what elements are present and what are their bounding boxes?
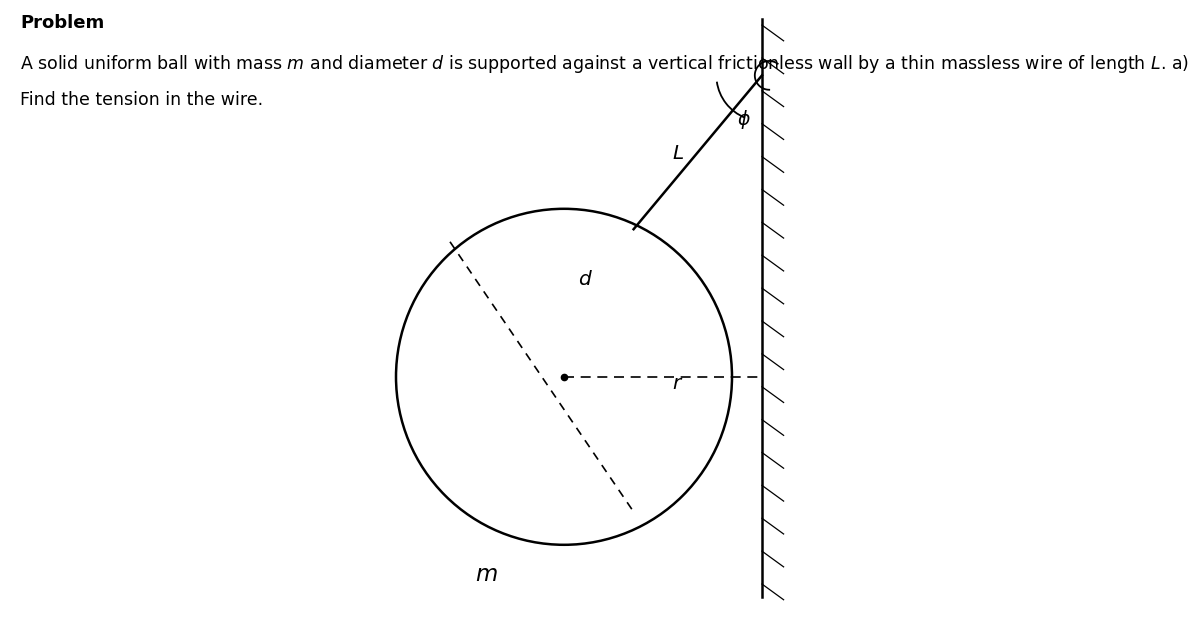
Text: A solid uniform ball with mass $m$ and diameter $d$ is supported against a verti: A solid uniform ball with mass $m$ and d… — [20, 53, 1189, 75]
Text: $m$: $m$ — [475, 563, 497, 586]
Text: $\phi$: $\phi$ — [737, 108, 751, 131]
Text: Problem: Problem — [20, 14, 104, 32]
Text: $d$: $d$ — [578, 270, 593, 289]
Text: $L$: $L$ — [672, 144, 684, 163]
Text: Find the tension in the wire.: Find the tension in the wire. — [20, 91, 264, 109]
Text: $r$: $r$ — [672, 374, 684, 392]
